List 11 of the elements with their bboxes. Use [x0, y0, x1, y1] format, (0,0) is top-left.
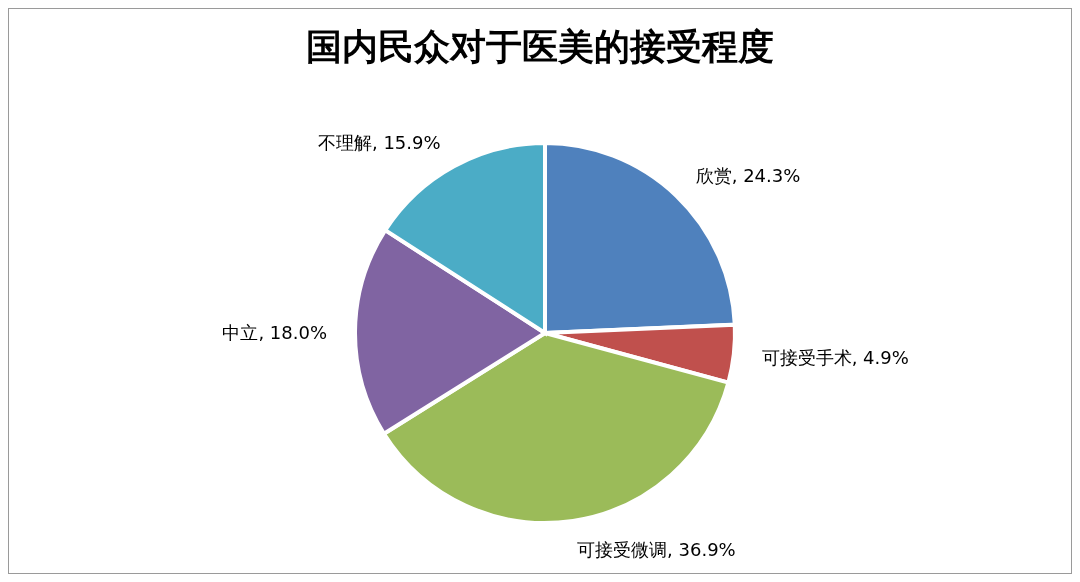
- data-label: , 18.0%: [258, 321, 327, 343]
- data-label: , 4.9%: [851, 346, 909, 368]
- data-label: , 36.9%: [667, 538, 736, 560]
- slice-label: 不理解: [317, 131, 372, 153]
- data-label: , 24.3%: [731, 165, 801, 186]
- chart-title: 国内民众对于医美的接受程度: [305, 24, 775, 69]
- data-label: , 15.9%: [371, 131, 441, 153]
- slice-label: 欣赏: [695, 165, 732, 186]
- slice-label: 可接受微调: [577, 538, 668, 560]
- slice-label: 中立: [222, 321, 259, 343]
- slice-label: 可接受手术: [761, 346, 852, 368]
